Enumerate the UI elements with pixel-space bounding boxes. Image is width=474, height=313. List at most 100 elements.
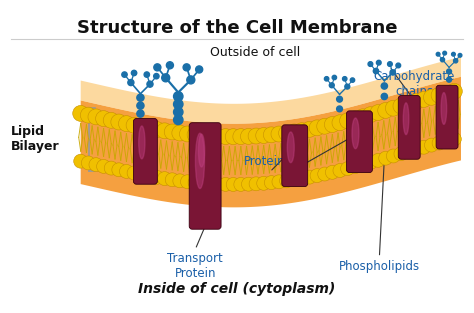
Ellipse shape <box>441 93 447 124</box>
Ellipse shape <box>352 118 359 149</box>
Circle shape <box>187 127 203 143</box>
Circle shape <box>279 125 294 141</box>
Circle shape <box>417 140 431 154</box>
Circle shape <box>348 160 362 174</box>
Circle shape <box>324 116 340 132</box>
Circle shape <box>141 120 157 136</box>
Circle shape <box>219 177 233 191</box>
Circle shape <box>183 64 190 71</box>
Circle shape <box>355 109 371 125</box>
Circle shape <box>310 169 324 182</box>
Circle shape <box>218 129 234 145</box>
Circle shape <box>264 176 278 190</box>
Circle shape <box>376 60 381 65</box>
Circle shape <box>137 102 144 109</box>
Circle shape <box>364 156 377 169</box>
FancyBboxPatch shape <box>346 111 373 172</box>
Circle shape <box>196 66 203 73</box>
Text: Inside of cell (cytoplasm): Inside of cell (cytoplasm) <box>138 282 336 296</box>
Circle shape <box>157 172 172 186</box>
Circle shape <box>337 106 342 112</box>
Circle shape <box>423 89 439 105</box>
Circle shape <box>329 83 334 88</box>
Circle shape <box>388 62 392 66</box>
Circle shape <box>96 110 111 126</box>
Circle shape <box>181 175 194 189</box>
Circle shape <box>447 69 452 74</box>
Circle shape <box>332 75 337 80</box>
Circle shape <box>401 96 417 112</box>
Circle shape <box>154 74 159 79</box>
Circle shape <box>202 128 219 144</box>
Circle shape <box>142 169 156 183</box>
Circle shape <box>301 121 318 137</box>
FancyBboxPatch shape <box>134 119 157 184</box>
Circle shape <box>409 142 423 156</box>
Circle shape <box>74 154 88 168</box>
Text: Phospholipids: Phospholipids <box>339 259 420 273</box>
Circle shape <box>272 175 286 189</box>
Circle shape <box>211 177 225 191</box>
Circle shape <box>240 128 256 144</box>
Circle shape <box>386 149 401 163</box>
Circle shape <box>162 74 170 82</box>
Ellipse shape <box>287 132 294 163</box>
Circle shape <box>226 177 240 192</box>
Circle shape <box>135 167 149 182</box>
Circle shape <box>173 100 183 109</box>
Circle shape <box>432 136 446 150</box>
Circle shape <box>249 177 263 191</box>
Circle shape <box>210 128 226 144</box>
Circle shape <box>203 177 217 191</box>
Circle shape <box>287 173 301 187</box>
Circle shape <box>137 94 144 101</box>
Circle shape <box>317 118 333 134</box>
Polygon shape <box>81 77 461 207</box>
FancyBboxPatch shape <box>436 85 458 149</box>
Circle shape <box>187 76 195 84</box>
Circle shape <box>309 120 325 136</box>
Circle shape <box>89 158 103 172</box>
Text: Carbohydrate
chains: Carbohydrate chains <box>374 70 455 98</box>
Circle shape <box>271 126 287 142</box>
Circle shape <box>264 127 279 143</box>
Circle shape <box>173 107 183 117</box>
Circle shape <box>439 85 455 101</box>
Circle shape <box>128 80 134 85</box>
Circle shape <box>447 83 462 99</box>
Circle shape <box>318 167 332 181</box>
Circle shape <box>154 64 161 71</box>
Circle shape <box>118 116 135 131</box>
FancyBboxPatch shape <box>398 95 420 159</box>
Ellipse shape <box>139 126 145 159</box>
Circle shape <box>294 123 310 139</box>
Polygon shape <box>81 57 461 124</box>
Circle shape <box>350 78 355 82</box>
Circle shape <box>97 159 110 173</box>
Circle shape <box>280 174 293 188</box>
Circle shape <box>431 87 447 103</box>
Text: Outside of cell: Outside of cell <box>210 47 300 59</box>
Circle shape <box>234 177 248 191</box>
Circle shape <box>447 77 452 82</box>
Circle shape <box>104 161 118 175</box>
Circle shape <box>347 111 363 127</box>
Circle shape <box>248 128 264 144</box>
Circle shape <box>257 176 271 190</box>
Circle shape <box>173 174 187 188</box>
Text: Structure of the Cell Membrane: Structure of the Cell Membrane <box>77 18 397 37</box>
Circle shape <box>188 176 202 189</box>
Circle shape <box>134 119 150 135</box>
Circle shape <box>381 93 387 100</box>
Circle shape <box>368 62 373 66</box>
Circle shape <box>370 105 386 121</box>
Circle shape <box>416 91 432 107</box>
Circle shape <box>196 176 210 190</box>
Circle shape <box>195 127 210 143</box>
Circle shape <box>379 151 392 165</box>
Circle shape <box>371 153 385 167</box>
Circle shape <box>324 77 329 81</box>
Circle shape <box>119 164 133 178</box>
Circle shape <box>339 113 356 129</box>
Circle shape <box>147 81 153 87</box>
